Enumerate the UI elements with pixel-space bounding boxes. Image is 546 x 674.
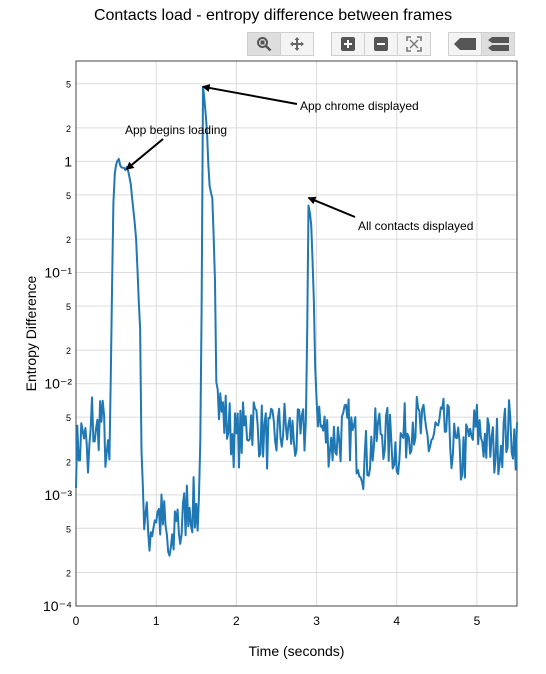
x-tick-label: 2 xyxy=(233,614,240,628)
entropy-line xyxy=(75,86,518,557)
hover-closest-button[interactable] xyxy=(448,32,482,56)
annotation-label: App begins loading xyxy=(125,123,227,137)
y-tick-labels: 10⁻⁴ 10⁻³ 10⁻² 10⁻¹ 1 2 5 2 5 2 5 2 5 2 5 xyxy=(43,80,72,614)
zoom-icon xyxy=(257,37,272,52)
y-minor-tick-label: 5 xyxy=(66,524,71,534)
x-axis-title: Time (seconds) xyxy=(249,643,345,659)
zoom-out-button[interactable] xyxy=(364,32,398,56)
hover-compare-button[interactable] xyxy=(481,32,515,56)
y-minor-tick-label: 2 xyxy=(66,457,71,467)
chart-title: Contacts load - entropy difference betwe… xyxy=(93,7,453,24)
y-tick-label: 10⁻³ xyxy=(44,487,72,503)
zoom-in-icon xyxy=(341,37,355,51)
pan-icon xyxy=(290,37,304,51)
y-minor-tick-label: 2 xyxy=(66,235,71,245)
y-axis-title: Entropy Difference xyxy=(23,275,39,391)
autoscale-button[interactable] xyxy=(397,32,431,56)
annotation-arrow xyxy=(125,138,164,170)
hover-closest-icon xyxy=(454,38,476,50)
hover-compare-icon xyxy=(488,37,509,51)
y-tick-label: 1 xyxy=(64,153,72,169)
x-tick-label: 3 xyxy=(313,614,320,628)
grid-lines xyxy=(75,61,517,607)
modebar-hover-group xyxy=(448,32,515,58)
plot-frame xyxy=(75,60,518,607)
modebar xyxy=(247,32,314,58)
y-minor-tick-label: 2 xyxy=(66,124,71,134)
y-minor-tick-label: 5 xyxy=(66,80,71,90)
y-minor-tick-label: 5 xyxy=(66,413,71,423)
annotation-arrow xyxy=(307,196,356,218)
y-tick-label: 10⁻⁴ xyxy=(43,598,72,614)
y-minor-tick-label: 5 xyxy=(66,302,71,312)
annotation-label: All contacts displayed xyxy=(358,219,473,233)
annotations: App begins loading App chrome displayed Al… xyxy=(125,84,473,233)
y-minor-tick-label: 2 xyxy=(66,346,71,356)
annotation-label: App chrome displayed xyxy=(300,99,419,113)
y-tick-label: 10⁻¹ xyxy=(44,265,72,281)
x-tick-label: 1 xyxy=(153,614,160,628)
zoom-in-button[interactable] xyxy=(331,32,365,56)
autoscale-icon xyxy=(406,36,422,52)
zoom-out-icon xyxy=(374,37,388,51)
x-tick-label: 4 xyxy=(393,614,400,628)
x-tick-labels: 0 1 2 3 4 5 xyxy=(73,614,481,628)
pan-button[interactable] xyxy=(280,32,314,56)
y-tick-label: 10⁻² xyxy=(44,376,72,392)
x-tick-label: 5 xyxy=(474,614,481,628)
modebar-zoom-group xyxy=(331,32,431,58)
x-tick-label: 0 xyxy=(73,614,80,628)
annotation-arrow xyxy=(201,84,298,105)
y-minor-tick-label: 5 xyxy=(66,191,71,201)
y-minor-tick-label: 2 xyxy=(66,569,71,579)
